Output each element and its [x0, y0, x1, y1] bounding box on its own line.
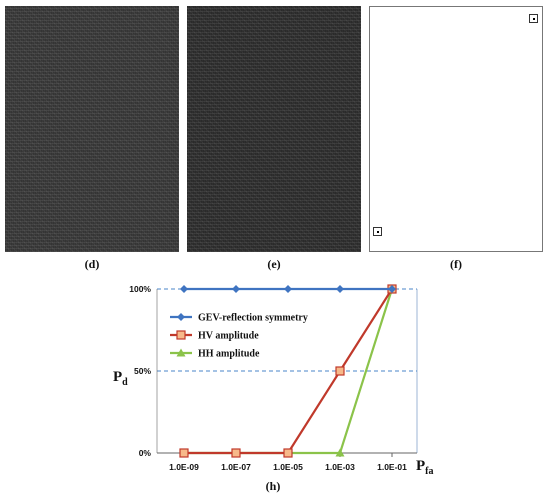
- x-tick-label: 1.0E-01: [377, 462, 407, 472]
- legend-layer: GEV-reflection symmetry HV amplitude HH am…: [170, 313, 308, 360]
- y-tick-label: 50%: [134, 366, 151, 376]
- y-axis-label: Pd: [113, 369, 128, 388]
- panel-e-label: (e): [267, 257, 281, 271]
- diamond-marker: [232, 285, 240, 293]
- panel-f-label: (f): [450, 257, 462, 271]
- diamond-marker: [336, 285, 344, 293]
- x-tick-label: 1.0E-07: [221, 462, 251, 472]
- x-tick-label: 1.0E-03: [325, 462, 355, 472]
- x-axis-label: Pfa: [416, 458, 434, 477]
- series-layer: [179, 284, 397, 458]
- panel-e-image: [187, 6, 361, 252]
- x-tick-label: 1.0E-09: [169, 462, 199, 472]
- legend-label: HV amplitude: [198, 331, 259, 342]
- legend-label: HH amplitude: [198, 349, 260, 360]
- triangle-marker: [335, 448, 345, 457]
- panel-d-label: (d): [84, 257, 100, 271]
- diamond-marker: [180, 285, 188, 293]
- panel-f-image: [369, 6, 543, 252]
- diamond-marker: [284, 285, 292, 293]
- chart-caption: (h): [266, 479, 281, 493]
- detection-marker-top: [529, 14, 538, 23]
- y-tick-label: 0%: [139, 448, 152, 458]
- detection-marker-bottom: [373, 227, 382, 236]
- square-marker: [179, 448, 189, 458]
- y-tick-label: 100%: [129, 284, 151, 294]
- diamond-marker: [388, 285, 396, 293]
- square-marker: [283, 448, 293, 458]
- triangle-marker: [176, 348, 186, 357]
- panel-d-image: [5, 6, 179, 252]
- diamond-marker: [177, 313, 185, 321]
- square-marker: [335, 366, 345, 376]
- square-marker: [231, 448, 241, 458]
- square-marker: [176, 330, 186, 340]
- x-tick-label: 1.0E-05: [273, 462, 303, 472]
- legend-label: GEV-reflection symmetry: [198, 313, 308, 324]
